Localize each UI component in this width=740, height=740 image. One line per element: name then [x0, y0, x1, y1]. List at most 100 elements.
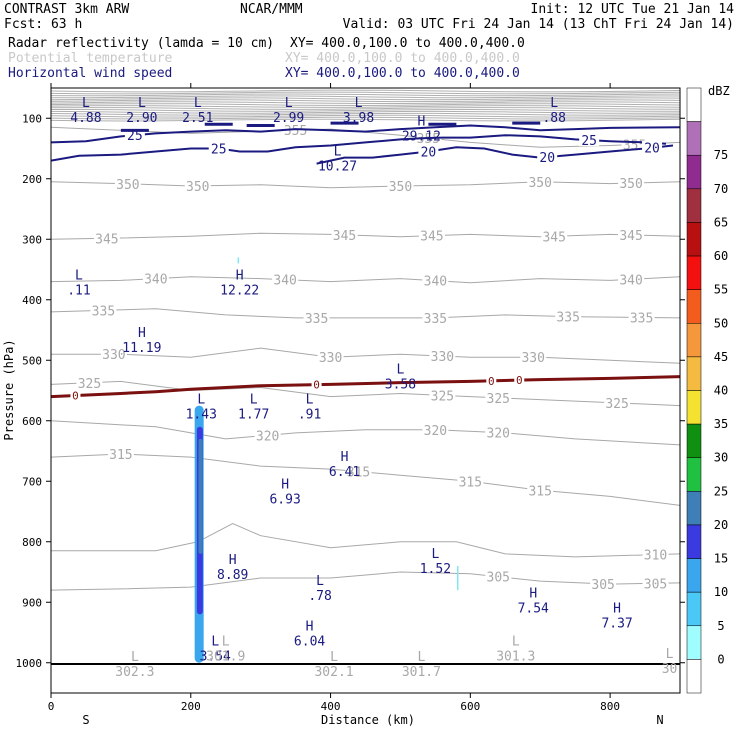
wind-label-bg [418, 144, 439, 158]
extreme-type: H [138, 326, 146, 341]
extreme-type: L [285, 96, 293, 111]
colorbar-label: 25 [714, 484, 728, 498]
isentrope-label-bg [590, 576, 617, 590]
band-isentrope [51, 116, 680, 120]
colorbar-label: 5 [717, 619, 724, 633]
theta-extreme-value: 301.9 [206, 650, 245, 665]
extreme-value: 4.88 [70, 111, 101, 126]
extreme-type: L [194, 96, 202, 111]
isentrope-label-bg [621, 137, 648, 151]
extreme-value: 7.37 [601, 616, 632, 631]
band-isentrope [51, 110, 680, 114]
isentrope-label: 320 [256, 429, 279, 444]
isentrope-label: 305 [591, 578, 614, 593]
isentrope-label: 310 [644, 549, 667, 564]
x-tick-label: 400 [321, 700, 341, 713]
colorbar-swatch [686, 423, 702, 458]
colorbar-swatch [686, 558, 702, 593]
isentrope-label-bg [76, 375, 103, 389]
colorbar-label: 35 [714, 417, 728, 431]
isentrope-label-bg [541, 229, 568, 243]
y-tick-label: 200 [22, 173, 42, 186]
wind-contour-25 [51, 134, 667, 162]
y-tick-label: 400 [22, 294, 42, 307]
wind-contour-label: 25 [581, 134, 597, 149]
theta-extreme-type: L [512, 635, 520, 650]
isentrope-label-bg [272, 272, 299, 286]
isentrope-label: 350 [619, 177, 642, 192]
colorbar-label: 15 [714, 552, 728, 566]
band-isentrope [51, 103, 680, 107]
wind-contour-25 [51, 124, 680, 144]
wind-label-bg [579, 133, 600, 147]
isentrope-label: 355 [284, 124, 307, 139]
isentrope-label: 320 [487, 427, 510, 442]
isentrope-label-bg [422, 422, 449, 436]
isentrope-label-bg [317, 350, 344, 364]
isentrope-label: 325 [487, 392, 510, 407]
extreme-type: L [75, 269, 83, 284]
isentrope-label: 350 [186, 180, 209, 195]
colorbar-swatch [686, 524, 702, 559]
isentrope-label: 325 [78, 377, 101, 392]
band-isentrope [51, 95, 680, 99]
band-isentrope [51, 118, 680, 122]
isentrope-label: 335 [305, 312, 328, 327]
theta-extreme-value: 301.7 [402, 665, 441, 680]
band-isentrope [51, 105, 680, 108]
isentrope-320 [51, 420, 680, 446]
zero-contour-label: 0 [72, 389, 79, 402]
extreme-value: 29.12 [402, 129, 441, 144]
extreme-type: H [236, 269, 244, 284]
isentrope-label-bg [90, 303, 117, 317]
isentrope-label-bg [604, 395, 631, 409]
colorbar-label: 75 [714, 148, 728, 162]
x-axis-end-label: N [656, 713, 663, 727]
extreme-value: 2.99 [273, 111, 304, 126]
isentrope-label-bg [142, 271, 169, 285]
stratosphere-isentrope-band [51, 89, 680, 122]
extreme-value: 2.90 [126, 111, 157, 126]
plot-background [51, 88, 680, 693]
theta-extreme-type: L [330, 650, 338, 665]
isentrope-label: 305 [487, 571, 510, 586]
field-range-reflectivity: XY= 400.0,100.0 to 400.0,400.0 [290, 36, 525, 51]
zero-label-bg [514, 374, 525, 387]
zero-isoline: 0 0 0 0 [51, 374, 680, 402]
colorbar-unit: dBZ [708, 84, 730, 98]
isentrope-label-bg [387, 179, 414, 193]
isentrope-label-bg [114, 176, 141, 190]
isentrope-label: 350 [116, 178, 139, 193]
zero-contour-label: 0 [516, 374, 523, 387]
colorbar-swatch [686, 289, 702, 324]
isentrope-305 [51, 571, 680, 591]
isentrope-label: 350 [389, 180, 412, 195]
colorbar-label: 70 [714, 182, 728, 196]
isentrope-label: 315 [347, 466, 370, 481]
theta-extreme-value: 302.3 [115, 665, 154, 680]
colorbar-swatch [686, 222, 702, 257]
extreme-value: 8.89 [217, 568, 248, 583]
isentrope-label-bg [429, 388, 456, 402]
x-axis-label: Distance (km) [321, 713, 415, 727]
colorbar-swatch [686, 390, 702, 425]
model-title: CONTRAST 3km ARW [4, 2, 129, 17]
isentrope-label-bg [107, 447, 134, 461]
extreme-type: L [316, 574, 324, 589]
extreme-value: 11.19 [122, 341, 161, 356]
isentrope-label: 330 [102, 348, 125, 363]
colorbar-label: 10 [714, 585, 728, 599]
isentrope-label: 330 [319, 351, 342, 366]
theta-extreme-value: 30 [662, 662, 678, 677]
isentrope-label-bg [485, 390, 512, 404]
colorbar-label: 45 [714, 350, 728, 364]
wind-label-bg [208, 141, 229, 155]
extreme-value: 7.54 [518, 601, 549, 616]
isentrope-345 [51, 232, 680, 240]
field-name-theta: Potential temperature [8, 51, 173, 66]
isentrope-label: 335 [92, 304, 115, 319]
isentrope-350 [51, 181, 680, 189]
